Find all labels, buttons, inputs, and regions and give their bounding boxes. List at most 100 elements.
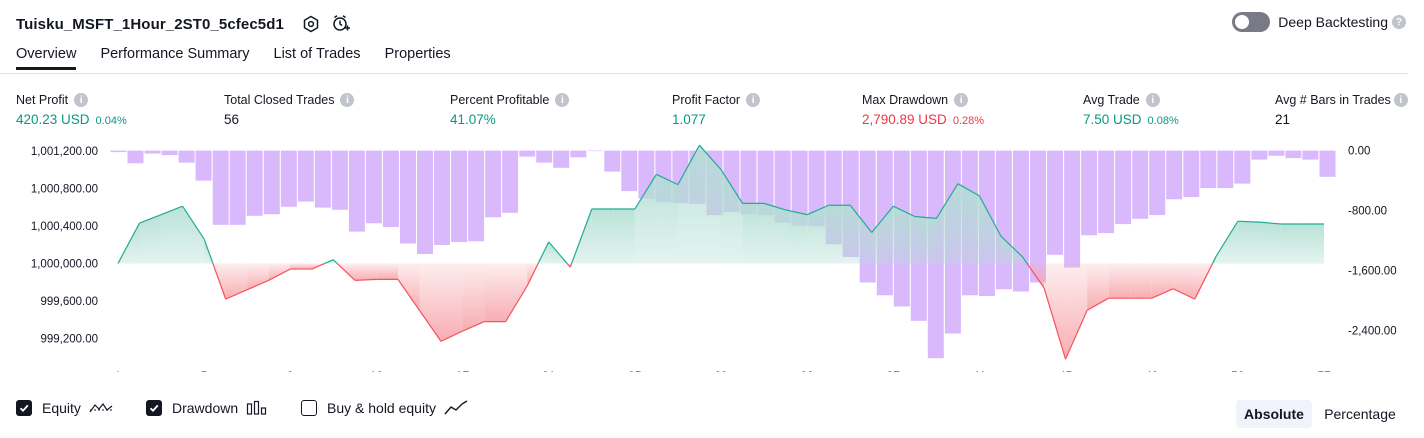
metric-profit-factor: Profit Factor i 1.077 — [672, 93, 761, 127]
equity-line-profit — [571, 208, 593, 264]
report-tabs: Overview Performance Summary List of Tra… — [16, 46, 475, 70]
info-icon[interactable]: i — [954, 93, 969, 107]
equity-profit-area — [677, 145, 700, 264]
equity-loss-area — [1130, 263, 1152, 299]
help-icon[interactable]: ? — [1392, 15, 1406, 29]
legend-buy-hold[interactable]: Buy & hold equity — [301, 400, 468, 416]
legend-equity[interactable]: Equity — [16, 400, 113, 416]
equity-loss-area — [1151, 263, 1174, 299]
equity-line-profit — [324, 259, 334, 264]
info-icon[interactable]: i — [340, 93, 355, 107]
add-alert-icon[interactable] — [328, 11, 354, 37]
drawdown-bar — [229, 150, 246, 225]
equity-line-profit — [785, 209, 808, 216]
drawdown-bar — [144, 150, 161, 154]
equity-profit-area — [1302, 224, 1324, 264]
equity-line-profit — [957, 183, 980, 197]
x-axis-tick-label: 25 — [628, 369, 642, 372]
drawdown-bar — [604, 150, 621, 172]
equity-profit-area — [656, 174, 678, 264]
equity-line-loss — [462, 321, 485, 332]
metric-label: Total Closed Trades — [224, 93, 335, 107]
equity-line-profit — [203, 238, 214, 264]
x-axis-tick-label: 13 — [370, 369, 384, 372]
percentage-mode-button[interactable]: Percentage — [1324, 406, 1396, 422]
drawdown-bar — [1115, 150, 1132, 225]
equity-line-loss — [440, 330, 463, 342]
absolute-mode-button[interactable]: Absolute — [1236, 400, 1312, 428]
equity-line-loss — [569, 263, 573, 268]
equity-profit-area — [1000, 236, 1023, 264]
drawdown-bar — [280, 150, 297, 207]
drawdown-bar — [587, 150, 604, 152]
equity-line-loss — [566, 263, 571, 268]
metric-label: Percent Profitable — [450, 93, 550, 107]
equity-line-loss — [354, 278, 377, 281]
equity-profit-area — [699, 145, 721, 264]
x-axis-tick-label: 29 — [714, 369, 728, 372]
metric-value: 7.50 USD — [1083, 112, 1142, 127]
drawdown-bars-icon — [246, 400, 268, 416]
deep-backtesting-label: Deep Backtesting — [1278, 14, 1388, 30]
equity-profit-area — [613, 209, 635, 264]
deep-backtesting-toggle[interactable] — [1232, 12, 1271, 32]
drawdown-bar — [1234, 150, 1251, 184]
equity-line-loss — [212, 263, 227, 300]
x-axis-tick-label: 37 — [887, 369, 901, 372]
equity-line-loss — [1151, 288, 1174, 299]
info-icon[interactable]: i — [1145, 93, 1160, 107]
tab-properties[interactable]: Properties — [384, 46, 451, 62]
equity-line-profit — [1212, 255, 1217, 264]
equity-checkbox[interactable] — [16, 400, 32, 416]
equity-loss-area — [1044, 263, 1066, 360]
info-icon[interactable]: i — [555, 93, 570, 107]
equity-line-loss — [1086, 297, 1109, 311]
legend-label: Buy & hold equity — [327, 400, 436, 416]
equity-line-loss — [336, 263, 356, 281]
equity-line-profit — [978, 195, 1002, 237]
info-icon[interactable]: i — [746, 93, 761, 107]
metric-value: 1.077 — [672, 112, 706, 127]
equity-profit-area — [161, 206, 183, 264]
equity-line-profit — [1259, 221, 1281, 225]
right-axis-tick-label: 0.00 — [1348, 146, 1370, 158]
equity-line-icon — [89, 400, 113, 416]
equity-loss-area — [225, 263, 248, 300]
drawdown-checkbox[interactable] — [146, 400, 162, 416]
drawdown-bar — [246, 150, 263, 216]
equity-profit-area — [721, 169, 743, 264]
right-axis-tick-label: -1,600.00 — [1348, 266, 1397, 278]
drawdown-bar — [1030, 150, 1046, 283]
gear-icon[interactable] — [298, 11, 324, 37]
x-axis-tick-label: 53 — [1231, 369, 1245, 372]
equity-profit-area — [914, 216, 937, 264]
drawdown-bar — [195, 150, 212, 181]
legend-label: Equity — [42, 400, 81, 416]
buy-hold-checkbox[interactable] — [301, 400, 317, 416]
equity-line-profit — [656, 173, 679, 186]
tabs-divider — [0, 73, 1408, 74]
tab-list-of-trades[interactable]: List of Trades — [273, 46, 361, 62]
equity-profit-area — [182, 206, 205, 264]
equity-drawdown-chart[interactable]: 1,001,200.00 1,000,800.00 1,000,400.00 1,00… — [0, 140, 1424, 372]
drawdown-bar — [365, 150, 382, 224]
equity-profit-area — [1259, 222, 1281, 264]
info-icon[interactable]: i — [1393, 93, 1408, 107]
equity-line-profit — [871, 205, 894, 233]
metric-value: 2,790.89 USD — [862, 112, 947, 127]
drawdown-bar — [519, 150, 536, 157]
equity-profit-area — [548, 241, 568, 264]
equity-profit-area — [764, 203, 786, 264]
equity-line-loss — [1172, 288, 1196, 300]
equity-line-loss — [311, 262, 325, 270]
legend-drawdown[interactable]: Drawdown — [146, 400, 268, 416]
tab-overview[interactable]: Overview — [16, 46, 77, 70]
info-icon[interactable]: i — [74, 93, 89, 107]
drawdown-bar — [1166, 150, 1183, 200]
left-axis-tick-label: 1,000,400.00 — [31, 221, 98, 233]
equity-line-profit — [849, 204, 873, 233]
drawdown-bar — [127, 150, 144, 164]
tab-performance-summary[interactable]: Performance Summary — [100, 46, 250, 62]
equity-profit-area — [871, 206, 894, 264]
equity-loss-area — [462, 263, 485, 332]
